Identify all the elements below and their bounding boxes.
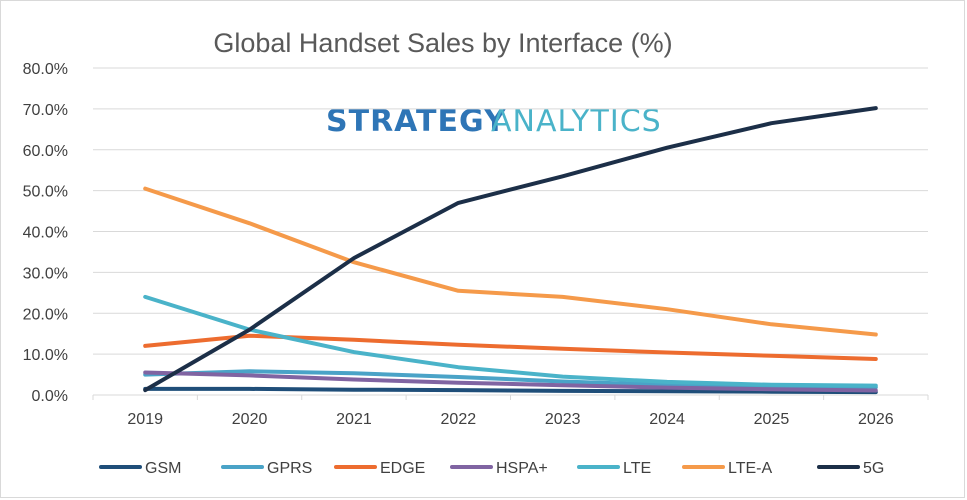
y-tick-label: 80.0% <box>23 61 68 78</box>
gridlines <box>93 67 928 355</box>
x-tick-label: 2020 <box>232 411 268 428</box>
series-line-gprs <box>143 369 878 390</box>
legend-item: LTE-A <box>682 460 772 477</box>
chart-title: Global Handset Sales by Interface (%) <box>213 28 672 58</box>
x-tick-label: 2026 <box>858 411 894 428</box>
series-line-edge <box>143 333 878 361</box>
legend-item: GSM <box>99 460 181 477</box>
series-line-hspa <box>143 370 878 393</box>
x-tick-label: 2021 <box>336 411 372 428</box>
y-tick-label: 10.0% <box>23 347 68 364</box>
x-tick-label: 2023 <box>545 411 581 428</box>
series-line-lte <box>143 294 878 388</box>
x-axis: 2019 2020 2021 2022 2023 2024 2025 2026 <box>92 395 929 428</box>
watermark-strategy: STRATEGY <box>326 104 507 139</box>
y-tick-label: 30.0% <box>23 265 68 282</box>
legend-label: LTE-A <box>728 460 772 477</box>
y-tick-label: 20.0% <box>23 306 68 323</box>
legend-label: 5G <box>863 460 884 477</box>
series-line-5g <box>143 106 878 393</box>
legend-label: GSM <box>145 460 181 477</box>
legend-label: EDGE <box>380 460 425 477</box>
legend: GSM GPRS EDGE HSPA+ LTE LTE-A 5G <box>99 460 884 477</box>
y-tick-label: 60.0% <box>23 143 68 160</box>
series-lines <box>143 106 878 395</box>
legend-item: EDGE <box>334 460 425 477</box>
legend-item: HSPA+ <box>450 460 548 477</box>
x-tick-label: 2024 <box>649 411 685 428</box>
series-line-gsm <box>143 386 878 395</box>
y-tick-label: 40.0% <box>23 225 68 242</box>
legend-label: GPRS <box>267 460 312 477</box>
legend-item: LTE <box>577 460 651 477</box>
legend-label: LTE <box>623 460 651 477</box>
x-tick-label: 2019 <box>127 411 163 428</box>
y-axis: 0.0% 10.0% 20.0% 30.0% 40.0% 50.0% 60.0% 70.0% 8… <box>23 61 68 405</box>
y-tick-label: 0.0% <box>32 388 68 405</box>
y-tick-label: 50.0% <box>23 184 68 201</box>
watermark-logo: STRATEGY ANALYTICS <box>326 104 662 139</box>
legend-item: GPRS <box>221 460 312 477</box>
legend-item: 5G <box>817 460 884 477</box>
x-tick-label: 2022 <box>441 411 477 428</box>
legend-label: HSPA+ <box>496 460 548 477</box>
watermark-analytics: ANALYTICS <box>491 104 662 139</box>
series-line-lte-a <box>143 186 878 337</box>
x-tick-label: 2025 <box>754 411 790 428</box>
y-tick-label: 70.0% <box>23 102 68 119</box>
